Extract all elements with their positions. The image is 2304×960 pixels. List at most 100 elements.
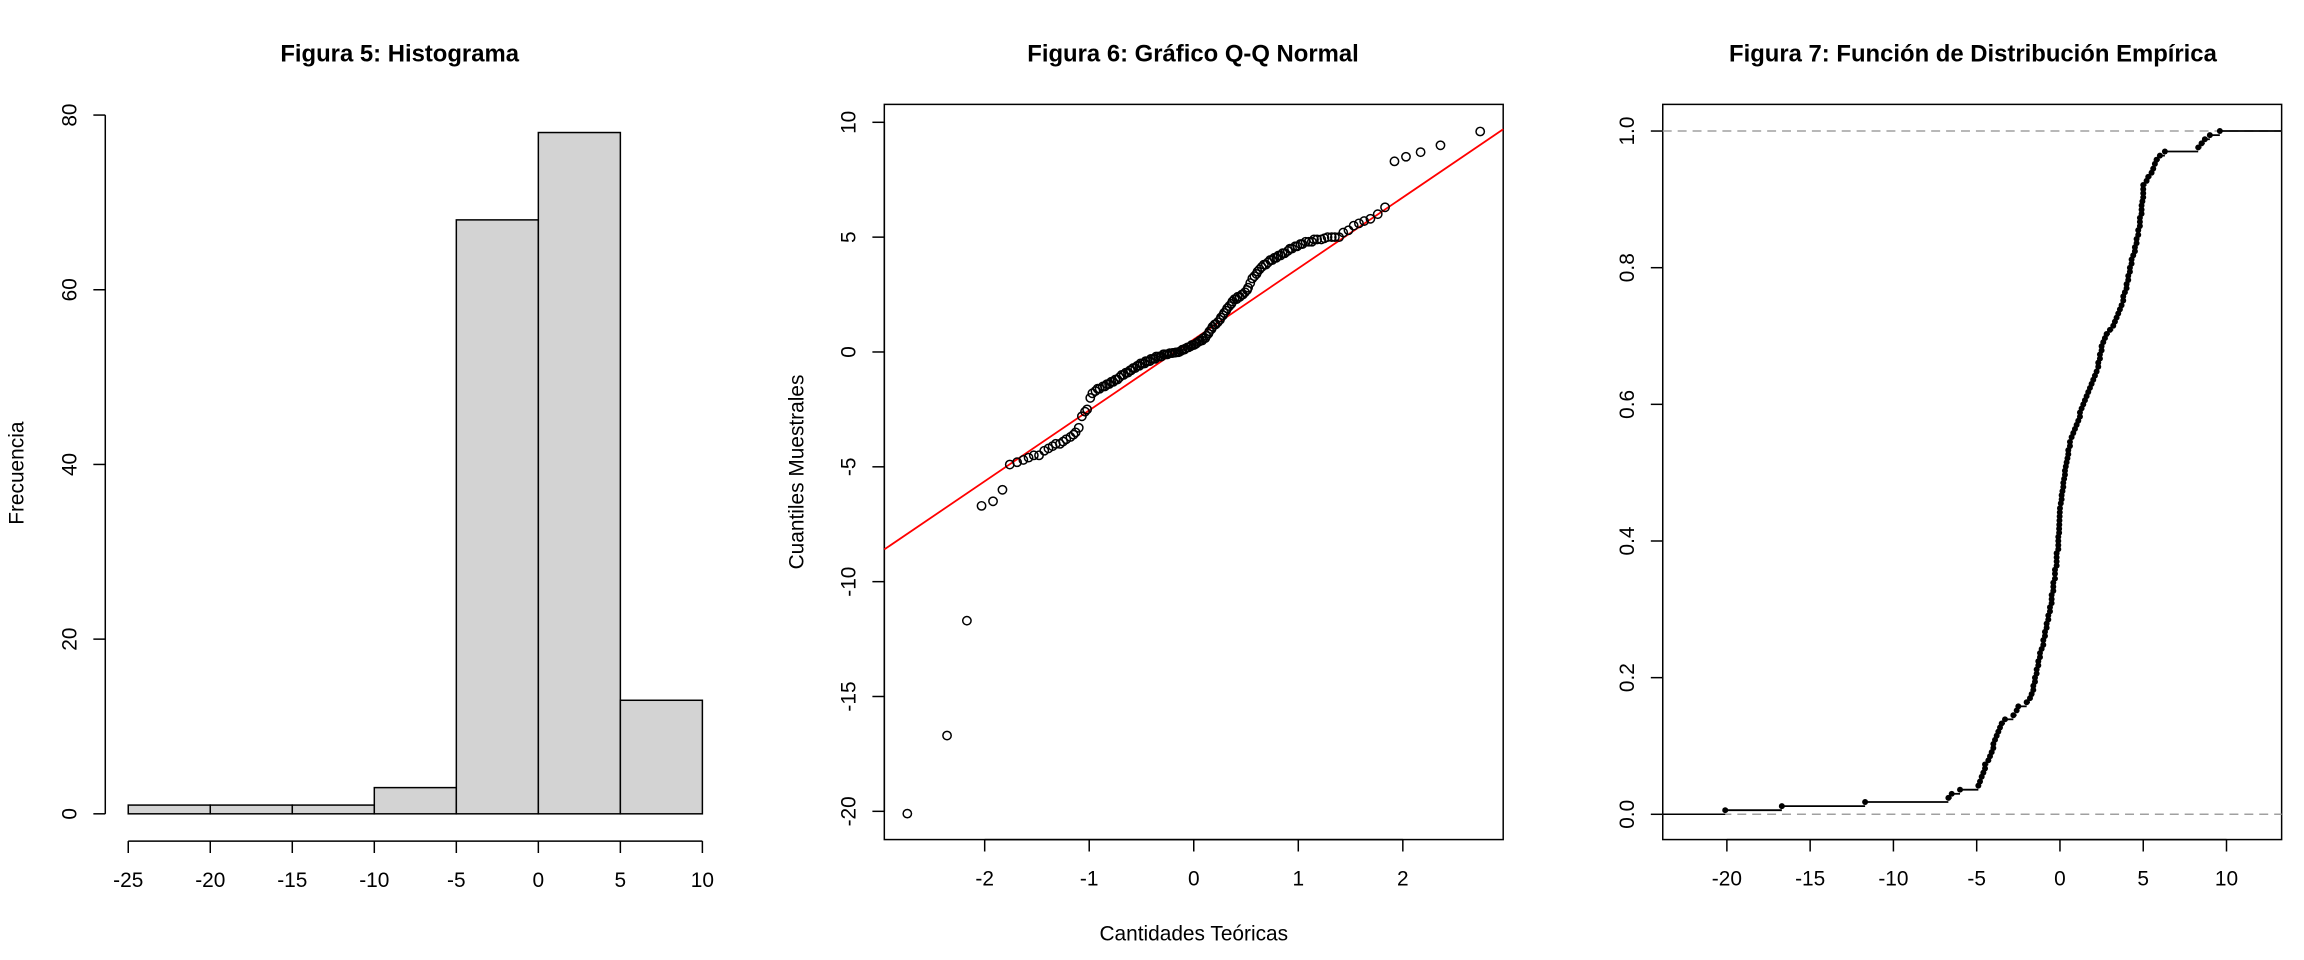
qq-point — [1348, 220, 1359, 231]
ecdf-point — [2053, 554, 2060, 561]
ecdf-point — [2010, 712, 2017, 719]
ecdf-point — [2061, 471, 2068, 478]
x-tick-label: 0 — [533, 869, 545, 892]
ecdf-point — [2053, 558, 2060, 565]
ecdf-point — [2201, 136, 2208, 143]
ecdf-point — [2002, 716, 2008, 723]
y-tick-label: 0.8 — [1616, 253, 1639, 282]
ecdf-point — [2135, 231, 2142, 238]
x-tick-label: -20 — [195, 869, 225, 892]
qq-point — [976, 500, 987, 511]
ecdf-point — [1862, 799, 1869, 805]
y-tick-label: 20 — [58, 628, 81, 651]
bar — [291, 804, 376, 815]
x-tick-label: -1 — [1080, 867, 1099, 890]
y-tick-label: 40 — [58, 453, 81, 476]
ecdf-point — [2058, 496, 2065, 503]
qq-point — [997, 484, 1008, 495]
qq-point — [1359, 216, 1370, 226]
qq-point — [1082, 404, 1093, 415]
qq-point — [1322, 232, 1333, 243]
ecdf-point — [2065, 451, 2072, 458]
qq-point — [961, 615, 972, 626]
qq-point — [1245, 278, 1256, 288]
ecdf-point — [2156, 152, 2163, 159]
ecdf-point — [1990, 745, 1997, 752]
qq-point — [1338, 227, 1349, 238]
ecdf-point — [2161, 148, 2168, 155]
qq-point — [1034, 450, 1044, 461]
ecdf-point — [2140, 186, 2147, 193]
plot-frame — [1662, 103, 2283, 841]
ecdf-point — [2118, 302, 2125, 309]
ecdf-point — [2076, 413, 2083, 420]
x-tick-label: -2 — [975, 867, 994, 890]
ecdf-point — [2053, 562, 2060, 569]
ecdf-point — [2216, 128, 2223, 135]
qq-point — [1326, 232, 1337, 243]
qq-point — [1018, 455, 1029, 465]
ecdf-point — [2138, 206, 2145, 213]
qq-point — [1309, 234, 1319, 245]
y-tick-label: -20 — [838, 796, 861, 826]
ecdf-point — [2096, 355, 2103, 362]
ecdf-point — [2046, 608, 2053, 615]
qq-point — [902, 808, 913, 819]
ecdf-point — [2106, 326, 2113, 333]
ecdf-point — [2060, 484, 2067, 490]
qq-point — [988, 496, 998, 507]
ecdf-point — [2048, 596, 2055, 603]
ecdf-point — [2120, 297, 2127, 304]
qq-point — [1365, 213, 1376, 224]
qq-point — [1343, 225, 1354, 236]
ecdf-point — [2195, 144, 2202, 151]
qq-point — [1243, 282, 1254, 293]
ecdf-point — [2140, 190, 2147, 197]
qq-point — [942, 730, 952, 741]
qq-point — [1312, 234, 1323, 245]
ecdf-point — [2055, 542, 2062, 549]
y-tick-label: 5 — [838, 231, 861, 243]
x-tick-label: -10 — [1878, 867, 1908, 890]
bar — [373, 786, 458, 815]
ecdf-point — [1945, 794, 1952, 801]
ecdf-point — [2093, 368, 2100, 375]
ecdf-point — [2095, 363, 2102, 370]
ecdf-point — [2133, 240, 2140, 247]
ecdf-point — [2055, 546, 2062, 553]
ecdf-point — [1982, 765, 1989, 772]
y-axis-label: Cuantiles Muestrales — [785, 375, 808, 570]
ecdf-point — [1977, 778, 1984, 785]
bar — [619, 699, 704, 815]
x-tick-label: 5 — [615, 869, 627, 892]
qq-point — [1306, 236, 1317, 247]
ecdf-point — [2123, 285, 2130, 292]
ecdf-point — [2145, 173, 2152, 180]
ecdf-point — [2066, 438, 2073, 445]
ecdf-point — [1982, 761, 1989, 768]
y-axis-label: Frecuencia — [5, 421, 28, 525]
qq-point — [1389, 156, 1400, 167]
x-tick-label: 10 — [691, 869, 714, 892]
bar — [455, 219, 540, 815]
x-tick-label: -5 — [1967, 867, 1986, 890]
qq-point — [1380, 202, 1390, 213]
ecdf-point — [2098, 347, 2105, 354]
ecdf-point — [2043, 624, 2050, 631]
qq-point — [1372, 209, 1383, 220]
bar — [537, 131, 622, 815]
ecdf-point — [2103, 330, 2110, 337]
qq-point — [1073, 422, 1084, 433]
x-tick-label: -25 — [113, 869, 143, 892]
ecdf-point — [2030, 686, 2037, 693]
x-tick-label: 1 — [1292, 867, 1304, 890]
ecdf-point — [2066, 443, 2073, 450]
qq-point — [1023, 452, 1034, 463]
x-axis-label: Cantidades Teóricas — [1099, 923, 1288, 946]
ecdf-point — [1778, 803, 1785, 810]
ecdf-point — [2150, 165, 2157, 172]
qq-point — [1475, 126, 1486, 137]
ecdf-point — [2128, 260, 2135, 267]
x-tick-label: -15 — [277, 869, 307, 892]
